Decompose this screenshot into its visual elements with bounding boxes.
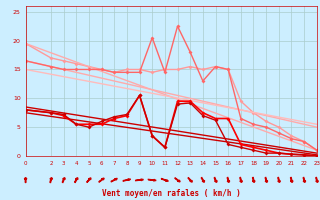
- Text: Vent moyen/en rafales ( km/h ): Vent moyen/en rafales ( km/h ): [102, 189, 241, 198]
